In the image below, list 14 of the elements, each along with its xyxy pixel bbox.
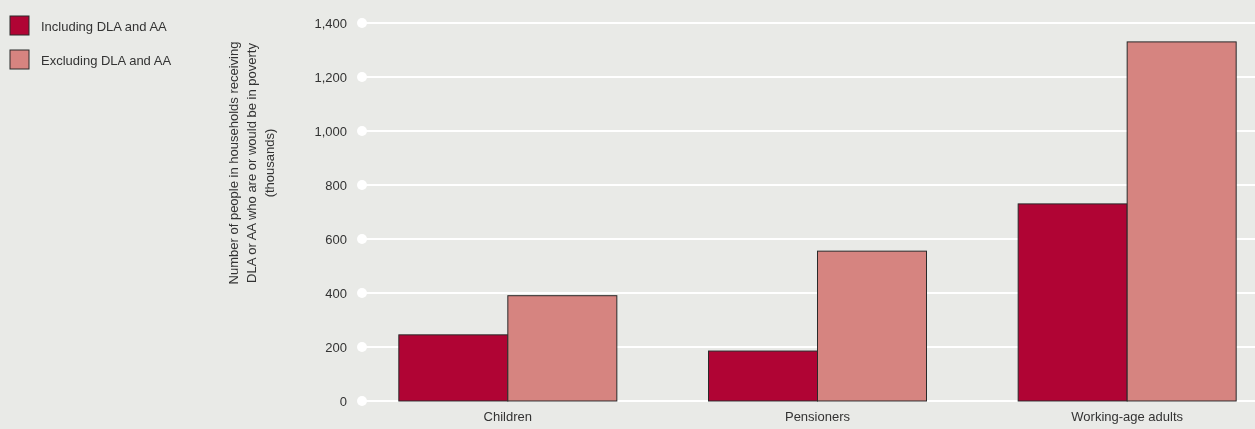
y-tick-label: 1,400 bbox=[314, 15, 347, 31]
x-tick-label: Children bbox=[483, 409, 533, 424]
legend-label: Including DLA and AA bbox=[41, 18, 168, 34]
legend-label: Excluding DLA and AA bbox=[41, 52, 172, 68]
y-tick-label: 1,000 bbox=[314, 123, 347, 139]
y-tick-label: 1,200 bbox=[314, 69, 347, 85]
x-tick-label: Working-age adults bbox=[1071, 409, 1184, 424]
y-tick-label: 400 bbox=[325, 285, 347, 301]
y-tick-label: 800 bbox=[325, 177, 347, 193]
y-tick-label: 200 bbox=[325, 339, 347, 355]
y-tick-label: 0 bbox=[339, 393, 347, 409]
y-tick-label: 600 bbox=[325, 231, 347, 247]
x-tick-label: Pensioners bbox=[784, 409, 851, 424]
y-axis-title: Number of people in households receiving DLA or AA who are or would be in poverty (thousands) bbox=[226, 41, 277, 285]
